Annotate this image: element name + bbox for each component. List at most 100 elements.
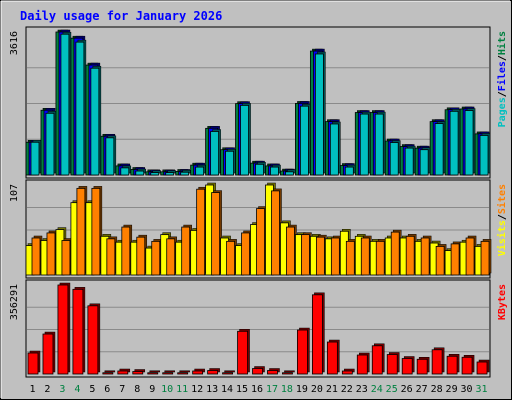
bar-pages-day-31 [479, 135, 489, 176]
bar-kbytes-day-4 [72, 288, 84, 375]
bar-sites-day-18 [286, 226, 295, 276]
bar-pages-day-27 [419, 149, 429, 176]
bar-pages-day-9 [150, 172, 160, 176]
panel-hits_files_pages-legend: Pages/Files/Hits [496, 31, 508, 127]
bar-sites-day-28 [435, 246, 445, 276]
bar-kbytes-day-28 [431, 349, 443, 375]
panel-kbytes-legend: KBytes [497, 284, 508, 320]
bar-pages-day-24 [374, 113, 384, 176]
panel-hits_files_pages-legend-item-2: Files [496, 61, 508, 91]
panel-hits_files_pages-legend-item-0: Pages [497, 97, 508, 127]
bar-kbytes-day-23 [356, 354, 368, 375]
bar-kbytes-day-14-shadow [224, 370, 235, 373]
day-label-21: 21 [326, 384, 338, 395]
bar-kbytes-day-9-shadow [149, 370, 160, 373]
bar-kbytes-day-31 [476, 361, 488, 375]
bar-sites-day-1 [31, 237, 41, 276]
bar-kbytes-day-10 [162, 372, 174, 375]
bar-kbytes-day-9 [147, 372, 159, 375]
day-label-23: 23 [356, 384, 368, 395]
day-label-25: 25 [386, 384, 398, 395]
bar-kbytes-day-10-shadow [164, 370, 175, 373]
bar-sites-day-19 [301, 234, 310, 276]
day-label-11: 11 [176, 384, 188, 395]
bar-kbytes-day-6 [102, 372, 114, 375]
day-label-7: 7 [119, 384, 125, 395]
bar-pages-day-4 [75, 41, 85, 176]
panel-kbytes: 356291 KBytes [9, 279, 508, 378]
bar-sites-day-12 [196, 188, 206, 276]
day-label-6: 6 [104, 384, 110, 395]
day-label-1: 1 [29, 384, 35, 395]
day-label-27: 27 [416, 384, 428, 395]
bar-pages-day-6 [105, 137, 115, 176]
day-label-22: 22 [341, 384, 353, 395]
bar-kbytes-day-27 [416, 358, 428, 375]
panel-hits_files_pages-legend-item-4: Hits [496, 31, 508, 55]
bar-sites-day-9 [151, 240, 161, 276]
bar-pages-day-7 [120, 167, 130, 176]
bar-pages-day-1 [30, 141, 40, 176]
bar-sites-day-6 [106, 238, 116, 276]
bar-pages-day-13 [210, 131, 220, 176]
bar-pages-day-20 [314, 53, 324, 176]
bar-pages-day-3 [60, 33, 70, 176]
bar-pages-day-28 [434, 123, 444, 176]
bar-sites-day-22 [345, 240, 355, 276]
bar-kbytes-day-26 [401, 358, 413, 375]
bar-kbytes-day-19 [297, 329, 308, 375]
bar-sites-day-25 [390, 231, 400, 276]
bar-sites-day-2 [46, 232, 56, 276]
bar-pages-day-22 [344, 166, 354, 176]
bar-kbytes-day-18 [282, 372, 293, 375]
bar-sites-day-8 [136, 236, 146, 276]
bar-sites-day-10 [166, 238, 176, 276]
day-axis-labels: 1 2 3 4 5 6 7 8 9 10 11 12 13 14 15 16 17 18 19 20 21 22 23 24 2… [29, 384, 487, 395]
bar-pages-day-18 [285, 171, 294, 176]
panel-visits_sites-legend-item-0: Visits [496, 220, 508, 256]
bar-pages-day-12 [195, 166, 205, 176]
panel-visits_sites-legend: Visits/Sites [496, 184, 508, 256]
bar-sites-day-3 [61, 240, 71, 276]
bar-pages-day-5 [90, 67, 100, 176]
bar-kbytes-day-8 [132, 371, 144, 375]
bar-sites-day-26 [405, 235, 415, 276]
bar-sites-day-24 [375, 240, 385, 276]
bar-kbytes-day-11-shadow [179, 370, 190, 373]
chart-title: Daily usage for January 2026 [20, 9, 222, 23]
panel-hits_files_pages-legend-item-3: / [497, 55, 508, 61]
panel-visits_sites-legend-item-1: / [497, 214, 508, 220]
bar-sites-day-29 [450, 243, 460, 276]
bar-kbytes-day-5 [87, 305, 99, 375]
day-label-14: 14 [221, 384, 233, 395]
bar-sites-day-30 [465, 237, 475, 276]
panel-visits_sites-max-label: 107 [9, 184, 20, 202]
panel-kbytes-legend-item-0: KBytes [497, 284, 508, 320]
bar-kbytes-day-21 [326, 341, 338, 375]
bar-kbytes-day-12 [192, 370, 204, 375]
bar-kbytes-day-18-shadow [284, 370, 295, 373]
bar-pages-day-17 [270, 166, 279, 176]
bar-pages-day-25 [389, 142, 399, 176]
bar-sites-day-20 [315, 236, 325, 276]
day-label-29: 29 [446, 384, 458, 395]
bar-kbytes-day-7 [117, 370, 129, 375]
bar-pages-day-15 [240, 104, 249, 176]
panel-hits_files_pages-max-label: 3616 [9, 31, 20, 55]
bar-sites-day-13 [211, 192, 221, 276]
bar-kbytes-day-2 [42, 333, 54, 375]
day-label-18: 18 [281, 384, 293, 395]
bar-pages-day-26 [404, 147, 414, 176]
day-label-5: 5 [89, 384, 95, 395]
bar-sites-day-31 [480, 240, 490, 276]
bar-kbytes-day-11 [177, 372, 189, 375]
bar-kbytes-day-14 [222, 372, 233, 375]
day-label-13: 13 [206, 384, 218, 395]
bar-pages-day-11 [180, 171, 190, 176]
bar-pages-day-16 [255, 163, 264, 176]
panel-hits_files_pages-legend-item-1: / [497, 91, 508, 97]
bar-sites-day-21 [330, 237, 340, 276]
bar-kbytes-day-29 [446, 355, 458, 375]
